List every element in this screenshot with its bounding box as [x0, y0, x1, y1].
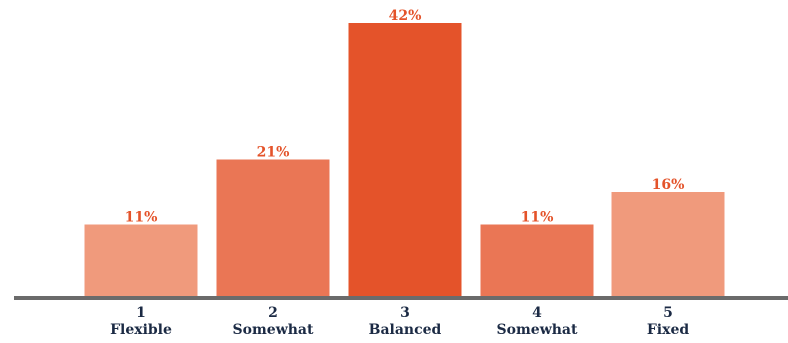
bar-1 — [84, 224, 198, 296]
bar-2 — [216, 159, 330, 296]
tick-label-3: Balanced — [369, 322, 442, 338]
bar-4 — [480, 224, 594, 296]
value-label-5: 16% — [652, 177, 685, 193]
value-label-2: 21% — [257, 145, 290, 161]
tick-number-1: 1 — [136, 305, 146, 321]
value-label-1: 11% — [125, 210, 158, 226]
bars-group — [84, 23, 725, 296]
tick-number-3: 3 — [400, 305, 410, 321]
x-tick-labels-group: 1Flexible2Somewhat3Balanced4Somewhat5Fix… — [110, 305, 689, 338]
value-label-3: 42% — [389, 8, 422, 24]
tick-label-1: Flexible — [110, 322, 172, 338]
value-labels-group: 11% 21% 42% 11% 16% — [125, 8, 685, 226]
tick-number-5: 5 — [663, 305, 673, 321]
tick-label-5: Fixed — [647, 322, 690, 338]
tick-number-2: 2 — [268, 305, 278, 321]
bar-5 — [611, 192, 725, 296]
tick-number-4: 4 — [532, 305, 542, 321]
value-label-4: 11% — [521, 210, 554, 226]
bar-3 — [348, 23, 462, 296]
tick-label-2: Somewhat — [233, 322, 314, 338]
tick-label-4: Somewhat — [497, 322, 578, 338]
